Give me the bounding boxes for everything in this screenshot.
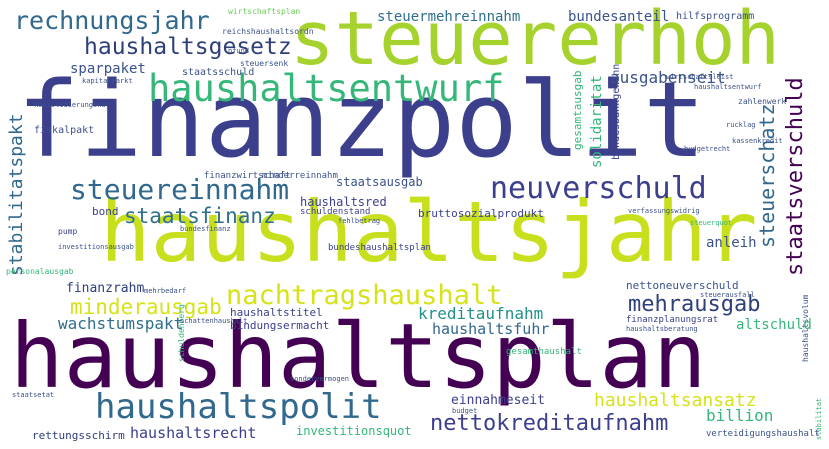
word: staatsetat <box>12 391 55 399</box>
word: schattenhaushalt <box>180 317 248 325</box>
word: stabilitatspakt <box>6 113 27 276</box>
word: bundesanteil <box>568 9 670 25</box>
word: staatsverschuld <box>783 77 808 276</box>
word: budgetrecht <box>684 145 731 153</box>
word: steuererhoh <box>290 0 781 82</box>
word: hilfsprogramm <box>676 11 755 22</box>
word: verfassungswidrig <box>628 207 700 215</box>
word: kapitalmarkt <box>82 77 133 85</box>
word: pfund <box>228 47 250 55</box>
word: steuerschatz <box>755 103 779 249</box>
word: mehrbedarf <box>144 287 187 295</box>
word: haushaltsberatung <box>626 325 698 333</box>
word: altschuld <box>736 317 812 333</box>
word: bond <box>92 205 119 218</box>
word: minderreinnahm <box>262 171 338 181</box>
word: steuermehreinnahm <box>377 9 521 25</box>
word: haushaltsansatz <box>594 390 757 411</box>
word: nettoneuverschuld <box>626 279 739 292</box>
word: fehlbetrag <box>338 217 381 225</box>
word: bindungsermacht <box>230 319 330 332</box>
word: haushaltstitel <box>230 306 323 319</box>
word: finanzplanungsrat <box>626 315 719 325</box>
word: bundesfinanz <box>180 225 231 233</box>
word: zahlenwerk <box>738 97 787 106</box>
word: haushaltsplan <box>10 304 707 408</box>
word: wirtschaftsleist <box>666 73 734 81</box>
word: gesamthaushalt <box>506 347 582 357</box>
word: fiskalpakt <box>34 125 95 136</box>
word: bundeshaushaltsplan <box>328 243 431 253</box>
word: investitionsausgab <box>58 243 134 251</box>
word: steuersenk <box>240 59 289 68</box>
word: reichshaushaltsordn <box>222 27 314 36</box>
word: wachstumspakt <box>58 314 184 333</box>
word: einnahmeseit <box>451 393 545 408</box>
word: nachtragshaushalt <box>226 280 503 311</box>
word: haushaltsrecht <box>130 424 257 442</box>
word: rettungsschirm <box>32 429 125 442</box>
word: staatsfinanz <box>124 204 276 228</box>
word: haushaltspolit <box>95 387 382 427</box>
word: sondervermogen <box>290 375 350 383</box>
word: finanzwirtschaft <box>204 171 291 181</box>
word: kreditaufnahm <box>418 304 544 323</box>
word: haushaltsred <box>300 195 387 209</box>
word: anleih <box>706 235 757 251</box>
word: neuverschuld <box>490 171 707 206</box>
word: solidaritat <box>589 75 605 168</box>
word: billion <box>706 406 774 425</box>
word: kassenkredit <box>732 137 783 145</box>
word: mehrausgab <box>628 292 761 317</box>
word: haushaltsfuhr <box>432 320 550 338</box>
word: rucklag <box>726 121 756 129</box>
word: finanzrahm <box>66 281 145 296</box>
word: haushaltsentwurf <box>694 83 762 91</box>
word: sparpaket <box>70 61 146 77</box>
word: bruttosozialprodukt <box>418 207 544 220</box>
word: haushaltsentwurf <box>148 67 505 110</box>
word: personalausgab <box>6 267 74 276</box>
word: haushaltsgesetz <box>84 34 292 60</box>
word: steuereinnahm <box>70 173 290 206</box>
word: verteidigungshaushalt <box>706 429 820 439</box>
word: steuerausfall <box>700 291 755 299</box>
word: haushaltsjahr <box>100 183 758 281</box>
word: staatsausgab <box>336 175 423 189</box>
word: ausgabenseit <box>610 68 726 87</box>
word: budget <box>452 407 478 415</box>
word: gesamtausgab <box>571 70 584 150</box>
word: staatsschuld <box>182 67 255 78</box>
word: steuerquot <box>690 219 733 227</box>
word: rechnungsjahr <box>14 6 210 35</box>
word: konsolidierungskur <box>34 101 110 109</box>
word: minderausgab <box>70 295 222 319</box>
word: nettokreditaufnahm <box>430 411 669 436</box>
word: finanzpolit <box>17 59 706 181</box>
word: wirtschaftsplan <box>228 7 301 16</box>
word: investitionsquot <box>296 424 412 438</box>
word: schuldenstand <box>300 207 371 217</box>
word: pump <box>58 227 78 236</box>
word: schuldenberg <box>177 304 186 362</box>
